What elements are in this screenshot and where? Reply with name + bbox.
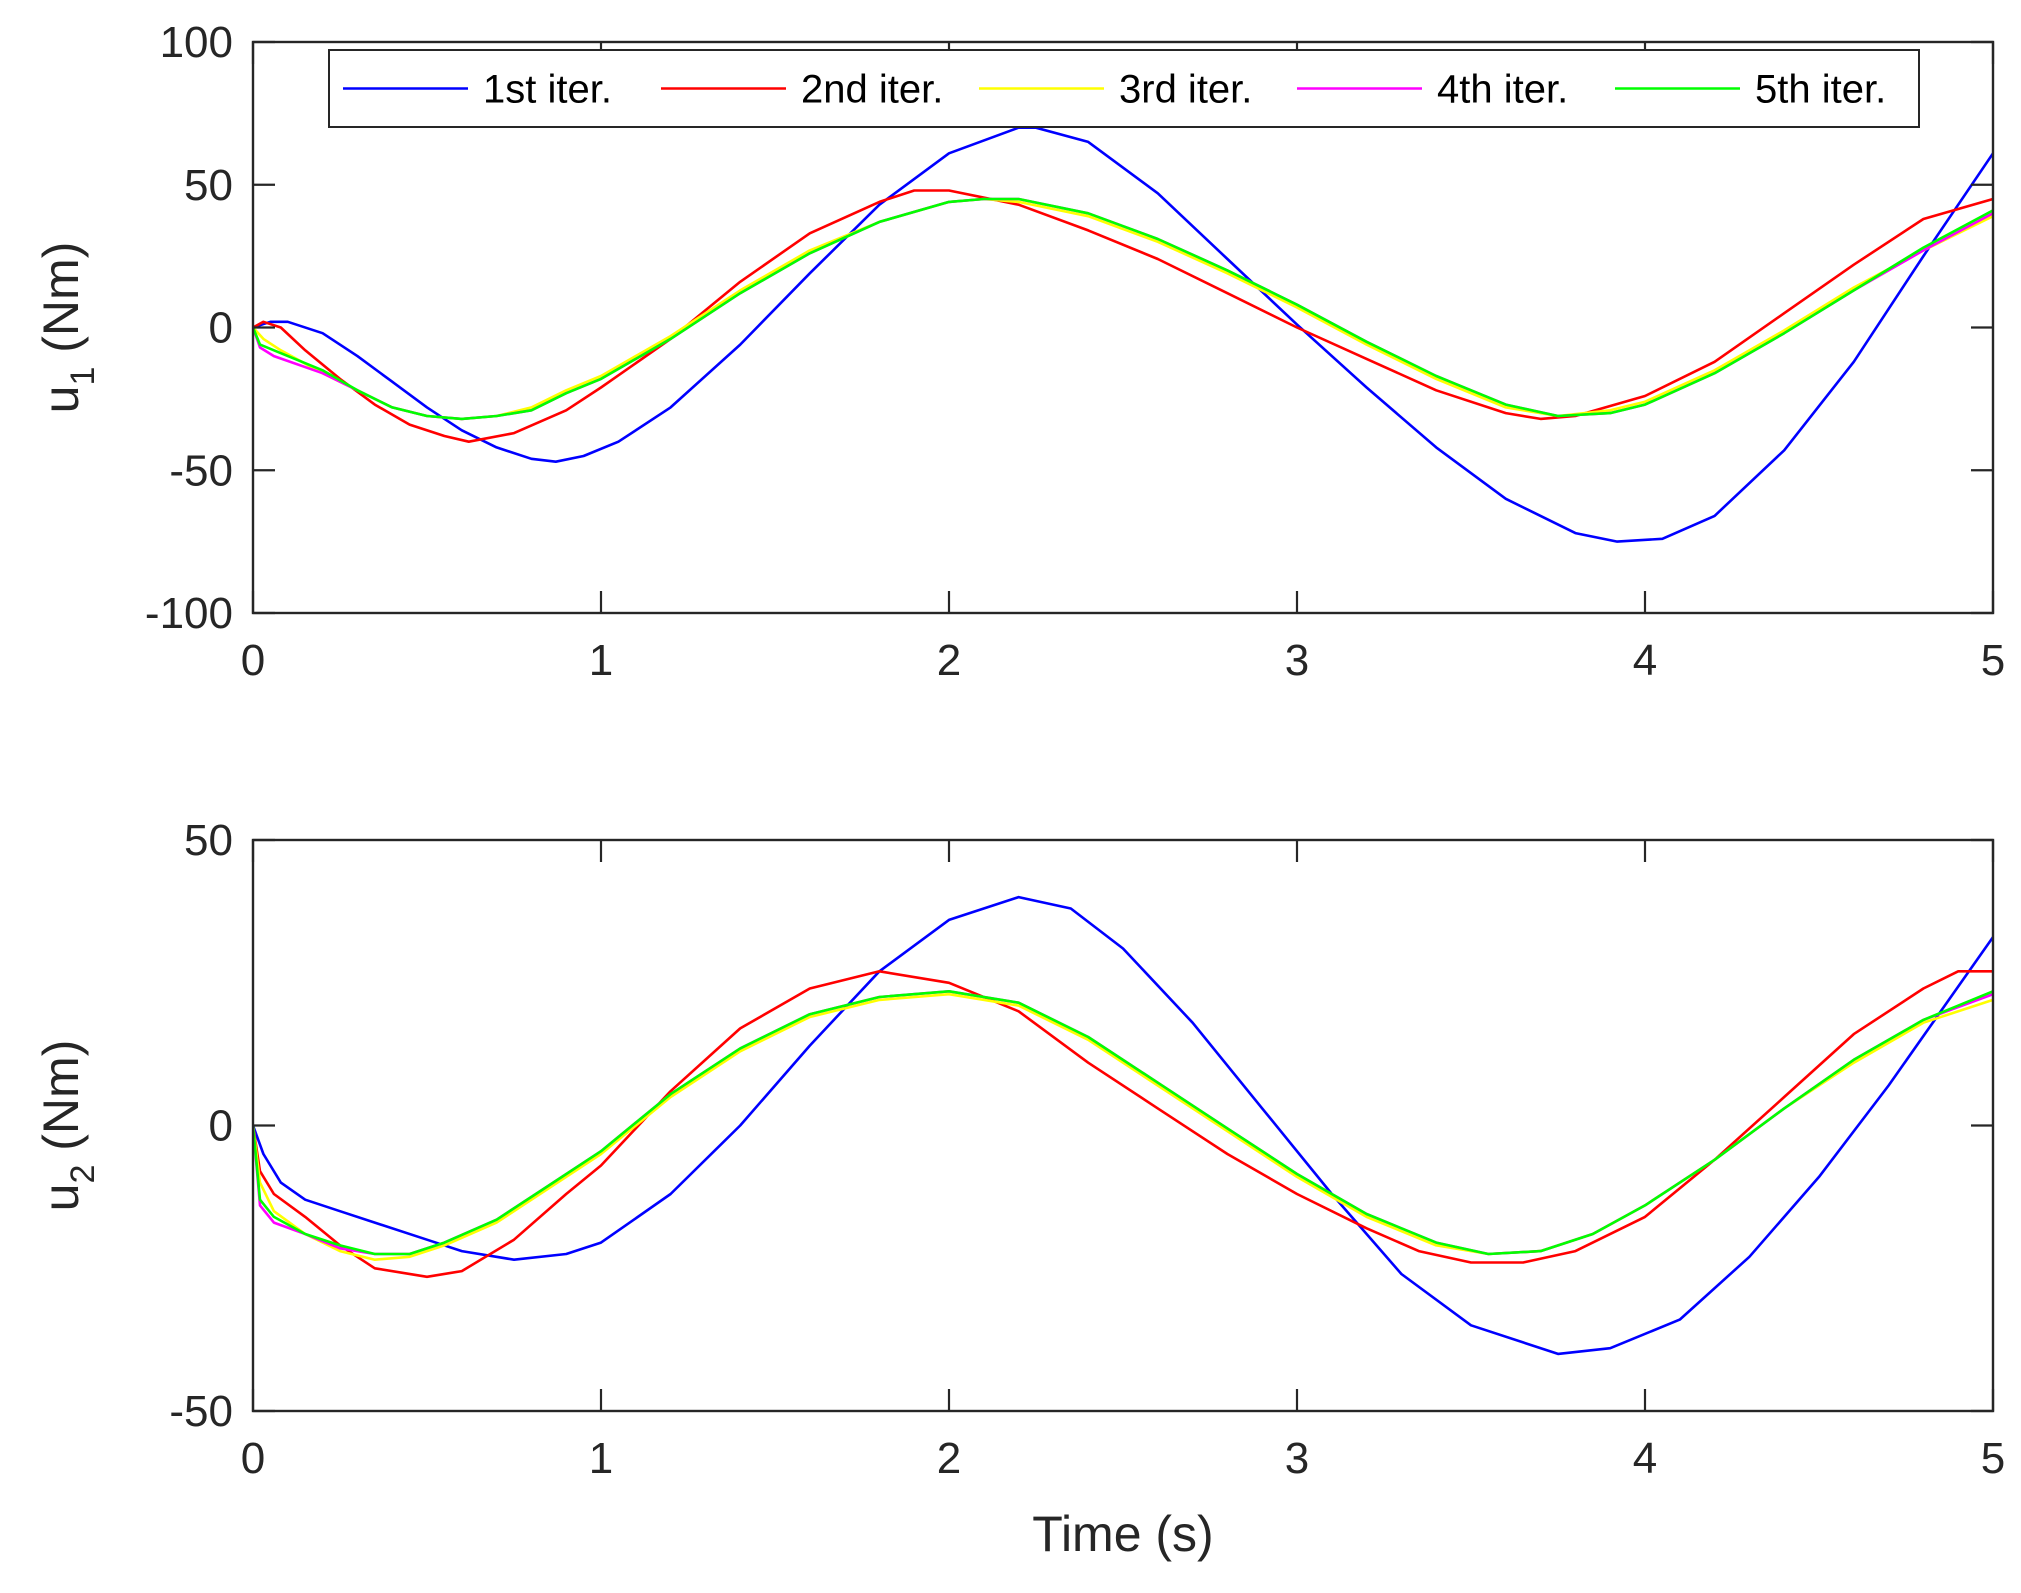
y-axis-label-unit: (Nm) [33,242,89,367]
legend-label-3: 3rd iter. [1119,68,1252,112]
legend-label-1: 1st iter. [483,68,612,112]
legend-label-4: 4th iter. [1437,68,1568,112]
y-axis-label: u1 (Nm) [33,242,102,414]
y-tick-label: 0 [209,1102,233,1151]
x-tick-label: 1 [589,636,613,685]
x-tick-label: 3 [1285,636,1309,685]
legend: 1st iter. 2nd iter. 3rd iter. 4th iter. 5th … [328,49,1920,128]
y-axis-label-unit: (Nm) [33,1040,89,1165]
x-tick-label: 4 [1633,636,1657,685]
series-line-2 [253,970,1993,1279]
x-tick-label: 0 [241,1434,265,1483]
legend-label-5: 5th iter. [1755,68,1886,112]
x-tick-label: 2 [937,636,961,685]
series-line-2 [253,189,1993,443]
y-tick-label: 50 [184,161,233,210]
y-axis-label-subscript: 2 [64,1165,102,1184]
y-axis-label-symbol: u [33,386,89,414]
series-line-1 [253,126,1993,543]
y-axis-label-symbol: u [33,1184,89,1212]
x-tick-label: 2 [937,1434,961,1483]
legend-label-2: 2nd iter. [801,68,943,112]
series-line-1 [253,895,1993,1356]
y-tick-label: -50 [169,446,233,495]
y-axis-label-subscript: 1 [64,367,102,386]
x-tick-label: 4 [1633,1434,1657,1483]
series-line-5 [253,197,1993,421]
y-tick-label: -100 [145,589,233,638]
x-tick-label: 0 [241,636,265,685]
y-tick-label: 50 [184,816,233,865]
y-tick-label: 100 [160,18,233,67]
x-tick-label: 1 [589,1434,613,1483]
x-tick-label: 5 [1981,636,2005,685]
x-tick-label: 3 [1285,1434,1309,1483]
x-axis-label: Time (s) [1032,1506,1213,1562]
series-line-5 [253,990,1993,1256]
x-tick-label: 5 [1981,1434,2005,1483]
y-tick-label: 0 [209,304,233,353]
series-group [253,126,1993,543]
y-tick-label: -50 [169,1387,233,1436]
y-axis-label: u2 (Nm) [33,1040,102,1212]
series-group [253,895,1993,1356]
